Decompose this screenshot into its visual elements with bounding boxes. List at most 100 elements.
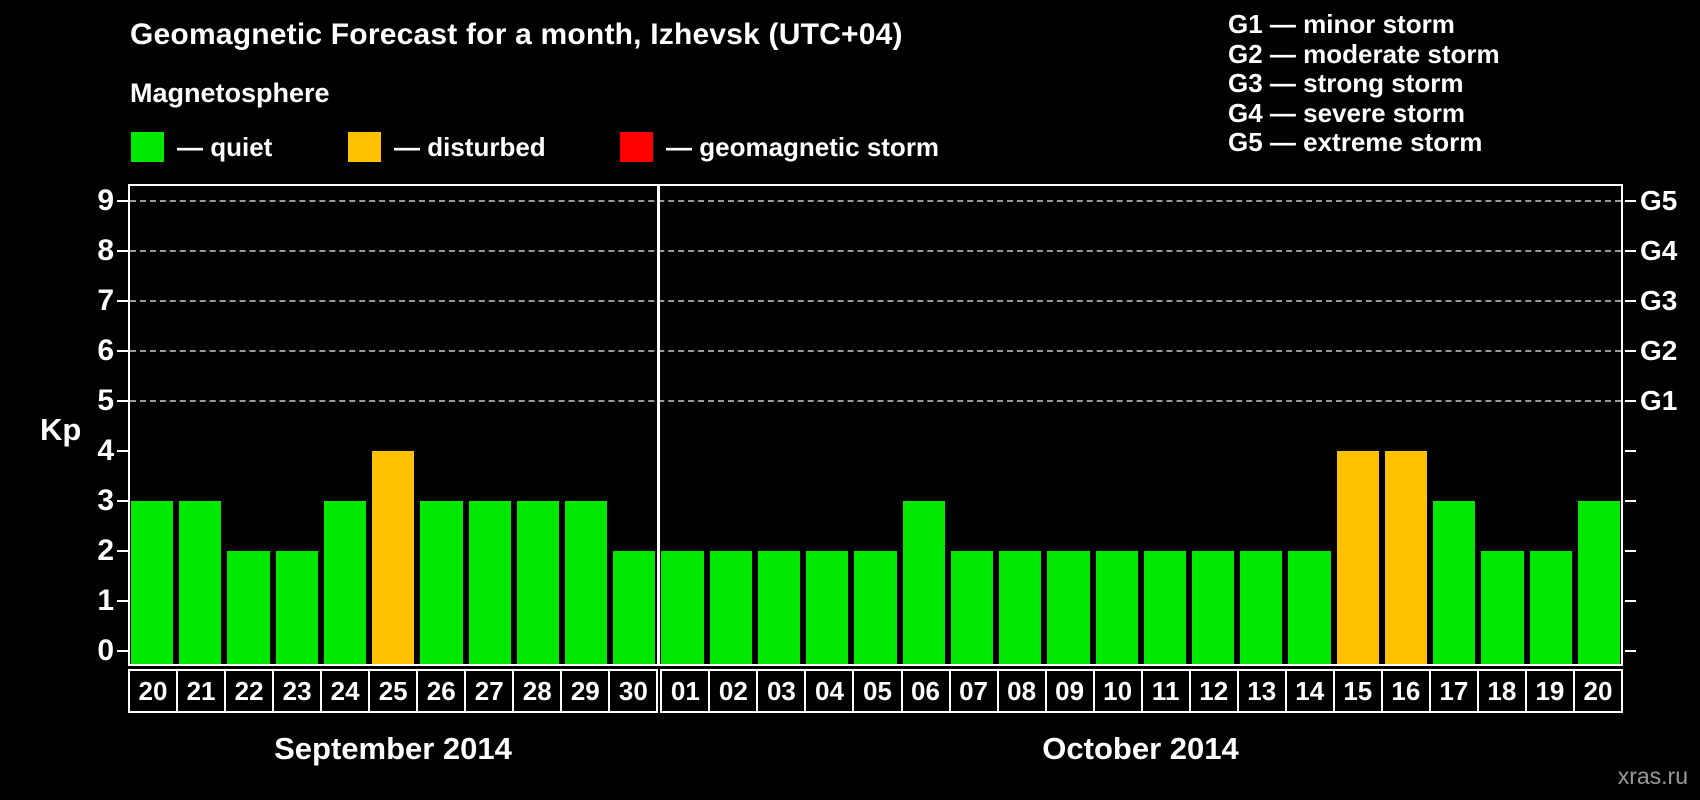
kp-bar-15 (1336, 451, 1379, 664)
y-tick-label-5: 5 (97, 384, 114, 417)
kp-bar-07 (950, 551, 994, 664)
date-cell-01: 01 (660, 669, 711, 713)
g-scale-line-3: G3 — strong storm (1228, 68, 1464, 98)
y-tick-left-6 (117, 350, 128, 352)
date-cell-08: 08 (996, 669, 1047, 713)
plot-frame (128, 184, 1623, 666)
kp-bar-05 (854, 551, 897, 664)
kp-bar-16 (1384, 451, 1428, 664)
kp-bar-27 (468, 501, 511, 664)
g-axis-label-g5: G5 (1640, 185, 1678, 216)
kp-bar-20 (1577, 501, 1620, 664)
g-scale-line-1: G1 — minor storm (1228, 9, 1455, 39)
y-tick-right-6 (1625, 350, 1636, 352)
kp-bar-09 (1047, 551, 1090, 664)
legend-item-geomagnetic-storm: — geomagnetic storm (620, 131, 939, 163)
date-cell-14: 14 (1284, 669, 1335, 713)
month-divider (657, 186, 661, 664)
gridline-kp6 (130, 350, 1621, 352)
kp-bar-03 (757, 551, 801, 664)
kp-bar-18 (1481, 551, 1524, 664)
g-axis-label-g4: G4 (1640, 235, 1678, 266)
legend-item-label: — quiet (177, 131, 273, 162)
month-label-september: September 2014 (274, 731, 512, 766)
kp-bar-29 (565, 501, 608, 664)
kp-bar-30 (613, 551, 656, 664)
y-tick-right-1 (1625, 600, 1636, 602)
date-cell-05: 05 (852, 669, 903, 713)
g-scale-line-4: G4 — severe storm (1228, 97, 1466, 128)
kp-bar-06 (902, 501, 945, 664)
g-scale-line-5: G5 — extreme storm (1228, 127, 1483, 157)
kp-bar-04 (806, 551, 849, 664)
kp-bar-22 (227, 551, 270, 664)
y-tick-label-1: 1 (97, 584, 114, 617)
kp-bar-24 (323, 501, 367, 664)
y-tick-right-7 (1625, 300, 1636, 302)
date-cell-27: 27 (464, 669, 515, 713)
date-cell-20: 20 (1572, 669, 1623, 713)
y-tick-right-2 (1625, 550, 1636, 552)
date-cell-20: 20 (128, 669, 179, 713)
kp-bar-25 (372, 451, 415, 664)
kp-bar-11 (1143, 551, 1186, 664)
kp-bar-21 (179, 501, 222, 664)
y-tick-label-7: 7 (97, 284, 114, 317)
y-tick-label-3: 3 (97, 484, 114, 517)
date-cell-28: 28 (512, 669, 563, 713)
kp-bar-28 (516, 501, 560, 664)
month-label-october: October 2014 (1042, 731, 1239, 766)
date-cell-11: 11 (1140, 669, 1191, 713)
kp-bar-19 (1529, 551, 1572, 664)
y-tick-right-8 (1625, 250, 1636, 252)
y-tick-left-8 (117, 250, 128, 252)
g-axis-label-g1: G1 (1640, 385, 1678, 416)
y-tick-left-5 (117, 400, 128, 402)
date-cell-03: 03 (756, 669, 807, 713)
date-cell-21: 21 (176, 669, 227, 713)
y-tick-right-3 (1625, 500, 1636, 502)
y-tick-left-1 (117, 600, 128, 602)
kp-bar-02 (709, 551, 752, 664)
y-tick-left-9 (117, 200, 128, 202)
date-cell-29: 29 (560, 669, 611, 713)
kp-bar-13 (1240, 551, 1283, 664)
disturbed-color-swatch-icon (348, 132, 381, 162)
y-tick-left-0 (117, 650, 128, 652)
kp-bar-23 (275, 551, 318, 664)
date-cell-30: 30 (608, 669, 659, 713)
y-tick-left-4 (117, 450, 128, 452)
kp-bar-17 (1433, 501, 1476, 664)
date-cell-17: 17 (1428, 669, 1479, 713)
g-scale-line-2: G2 — moderate storm (1228, 38, 1500, 69)
date-cell-02: 02 (708, 669, 759, 713)
legend-item-label: — geomagnetic storm (666, 131, 940, 162)
y-tick-label-0: 0 (97, 634, 114, 667)
g-scale-legend: G1 — minor storm G2 — moderate storm G3 — … (1228, 9, 1500, 158)
date-cell-10: 10 (1092, 669, 1143, 713)
y-tick-left-7 (117, 300, 128, 302)
g-axis-label-g2: G2 (1640, 335, 1678, 366)
kp-bar-10 (1095, 551, 1138, 664)
y-tick-label-8: 8 (97, 234, 114, 267)
y-tick-label-4: 4 (97, 434, 114, 467)
date-cell-25: 25 (368, 669, 419, 713)
y-tick-label-2: 2 (97, 534, 114, 567)
legend-item-disturbed: — disturbed (348, 131, 546, 163)
geomagnetic-storm-color-swatch-icon (620, 132, 653, 162)
date-cell-18: 18 (1476, 669, 1527, 713)
y-tick-left-3 (117, 500, 128, 502)
date-cell-22: 22 (224, 669, 275, 713)
y-tick-right-9 (1625, 200, 1636, 202)
date-cell-12: 12 (1188, 669, 1239, 713)
kp-bar-12 (1191, 551, 1235, 664)
y-tick-label-6: 6 (97, 334, 114, 367)
date-cell-19: 19 (1524, 669, 1575, 713)
date-cell-09: 09 (1044, 669, 1095, 713)
y-tick-label-9: 9 (97, 184, 114, 217)
kp-bar-20 (131, 501, 174, 664)
kp-bar-01 (661, 551, 704, 664)
gridline-kp5 (130, 400, 1621, 402)
gridline-kp9 (130, 200, 1621, 202)
kp-bar-26 (420, 501, 463, 664)
